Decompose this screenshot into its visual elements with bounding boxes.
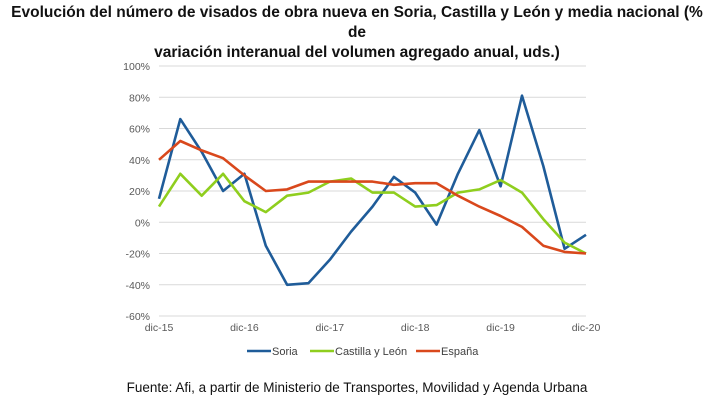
legend-label: España	[441, 346, 479, 358]
x-tick-label: dic-18	[401, 322, 430, 334]
legend-label: Soria	[272, 346, 299, 358]
legend-label: Castilla y León	[335, 346, 407, 358]
y-tick-label: 40%	[129, 155, 150, 167]
x-tick-label: dic-16	[230, 322, 259, 334]
x-tick-label: dic-19	[486, 322, 515, 334]
x-tick-label: dic-15	[145, 322, 174, 334]
y-tick-label: 60%	[129, 124, 150, 136]
y-tick-label: 100%	[123, 61, 150, 73]
series-line-castilla-y-león	[157, 172, 587, 255]
y-tick-label: -40%	[125, 280, 150, 292]
series-line-españa	[158, 139, 587, 255]
series-line-soria	[157, 94, 587, 287]
chart-title-line2: variación interanual del volumen agregad…	[154, 44, 560, 61]
chart-title: Evolución del número de visados de obra …	[0, 3, 714, 63]
y-tick-label: -60%	[125, 311, 150, 323]
y-tick-label: 20%	[129, 186, 150, 198]
y-tick-label: 0%	[135, 217, 150, 229]
x-tick-label: dic-17	[315, 322, 344, 334]
x-tick-label: dic-20	[572, 322, 601, 334]
y-tick-label: -20%	[125, 249, 150, 261]
source-note: Fuente: Afi, a partir de Ministerio de T…	[126, 380, 588, 395]
chart-title-line1: Evolución del número de visados de obra …	[11, 4, 703, 41]
y-tick-label: 80%	[129, 92, 150, 104]
